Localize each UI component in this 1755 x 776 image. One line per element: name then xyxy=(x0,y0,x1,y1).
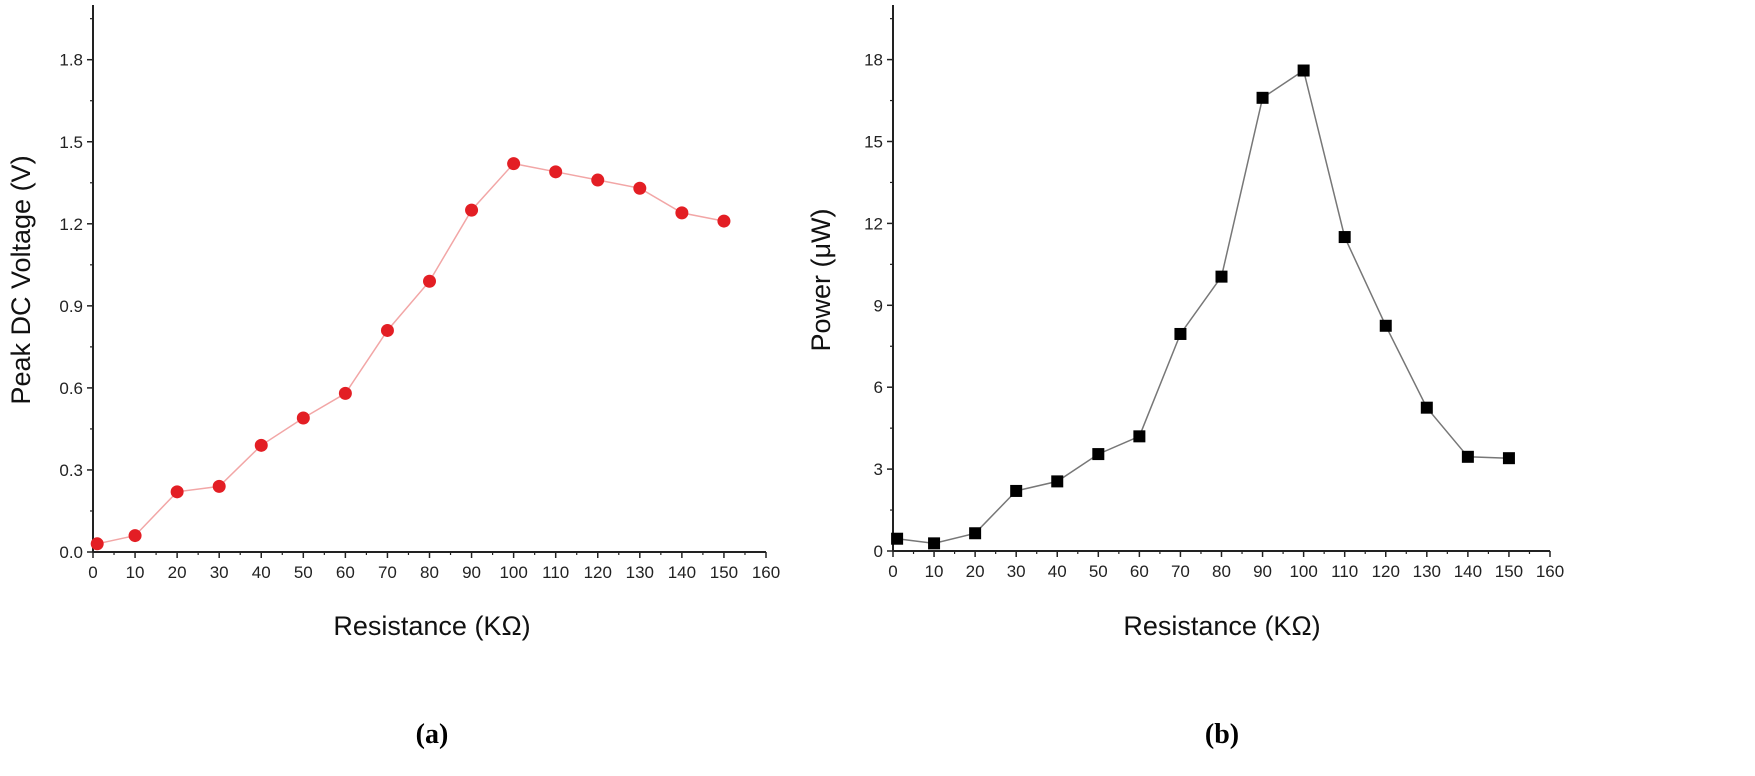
y-tick-label: 6 xyxy=(874,378,883,397)
x-tick-label: 140 xyxy=(1454,562,1482,581)
x-tick-label: 50 xyxy=(294,563,313,582)
x-tick-label: 60 xyxy=(336,563,355,582)
y-tick-label: 1.8 xyxy=(59,51,83,70)
data-point xyxy=(1338,231,1351,244)
x-tick-label: 30 xyxy=(210,563,229,582)
data-point xyxy=(1297,64,1310,77)
x-tick-label: 80 xyxy=(1212,562,1231,581)
y-tick-label: 12 xyxy=(864,214,883,233)
x-axis-label: Resistance (KΩ) xyxy=(333,611,530,641)
x-tick-label: 100 xyxy=(499,563,527,582)
x-tick-label: 10 xyxy=(925,562,944,581)
x-tick-label: 20 xyxy=(168,563,187,582)
data-point xyxy=(296,411,310,425)
x-tick-label: 70 xyxy=(1171,562,1190,581)
data-point xyxy=(1174,327,1187,340)
data-point xyxy=(1420,401,1433,414)
data-point xyxy=(170,485,184,499)
y-tick-label: 0.6 xyxy=(59,379,83,398)
x-tick-label: 150 xyxy=(710,563,738,582)
data-point xyxy=(380,323,394,337)
x-tick-label: 30 xyxy=(1007,562,1026,581)
y-tick-label: 1.5 xyxy=(59,133,83,152)
y-axis-label: Peak DC Voltage (V) xyxy=(6,155,36,404)
panel-caption: (b) xyxy=(1205,719,1239,750)
data-point xyxy=(465,203,479,217)
y-tick-label: 0 xyxy=(874,542,883,561)
x-tick-label: 160 xyxy=(1536,562,1564,581)
y-tick-label: 0.0 xyxy=(59,543,83,562)
data-point xyxy=(891,532,904,545)
data-point xyxy=(128,529,142,543)
chart-a: 0 10 20 30 40 50 60 70 80 90 100 110 120 130 140 150 160… xyxy=(6,5,780,750)
x-tick-label: 120 xyxy=(584,563,612,582)
data-point xyxy=(1256,91,1269,104)
x-axis-label: Resistance (KΩ) xyxy=(1123,611,1320,641)
series-line xyxy=(97,162,725,545)
data-point xyxy=(254,438,268,452)
data-point xyxy=(1092,448,1105,461)
x-tick-label: 90 xyxy=(1253,562,1272,581)
x-tick-label: 90 xyxy=(462,563,481,582)
x-tick-label: 80 xyxy=(420,563,439,582)
data-point xyxy=(633,181,647,195)
data-point xyxy=(212,479,226,493)
y-axis-label: Power (μW) xyxy=(806,208,836,351)
data-point xyxy=(90,537,104,551)
data-point xyxy=(591,173,605,187)
y-tick-label: 0.3 xyxy=(59,461,83,480)
x-tick-label: 150 xyxy=(1495,562,1523,581)
x-tick-label: 40 xyxy=(1048,562,1067,581)
x-tick-label: 130 xyxy=(626,563,654,582)
data-point xyxy=(1461,450,1474,463)
data-point xyxy=(338,386,352,400)
x-tick-label: 140 xyxy=(668,563,696,582)
data-point xyxy=(928,537,941,550)
data-point xyxy=(1051,475,1064,488)
y-tick-label: 0.9 xyxy=(59,297,83,316)
data-point xyxy=(549,165,563,179)
x-tick-label: 130 xyxy=(1413,562,1441,581)
data-point xyxy=(1133,430,1146,443)
x-tick-label: 0 xyxy=(888,562,897,581)
y-tick-label: 15 xyxy=(864,133,883,152)
x-tick-label: 70 xyxy=(378,563,397,582)
chart-b: 0 10 20 30 40 50 60 70 80 90 100 110 120 130 140 150 160… xyxy=(806,5,1564,750)
x-tick-label: 110 xyxy=(542,563,569,582)
x-tick-label: 100 xyxy=(1289,562,1317,581)
series-line xyxy=(897,69,1509,545)
x-tick-label: 160 xyxy=(752,563,780,582)
x-tick-label: 20 xyxy=(966,562,985,581)
data-point xyxy=(675,206,689,220)
data-point xyxy=(1010,484,1023,497)
y-tick-label: 1.2 xyxy=(59,215,83,234)
data-point xyxy=(969,527,982,540)
data-point xyxy=(717,214,731,228)
y-tick-label: 3 xyxy=(874,460,883,479)
data-point xyxy=(423,274,436,288)
data-point xyxy=(1502,452,1515,465)
data-point xyxy=(1215,270,1228,283)
x-tick-label: 40 xyxy=(252,563,271,582)
x-tick-label: 110 xyxy=(1331,562,1358,581)
x-tick-label: 50 xyxy=(1089,562,1108,581)
x-tick-label: 0 xyxy=(88,563,97,582)
x-tick-label: 10 xyxy=(126,563,145,582)
y-tick-label: 18 xyxy=(864,51,883,70)
x-tick-label: 60 xyxy=(1130,562,1149,581)
data-point xyxy=(1379,319,1392,332)
data-point xyxy=(507,157,521,171)
y-tick-label: 9 xyxy=(874,296,883,315)
panel-caption: (a) xyxy=(416,719,449,750)
x-tick-label: 120 xyxy=(1372,562,1400,581)
